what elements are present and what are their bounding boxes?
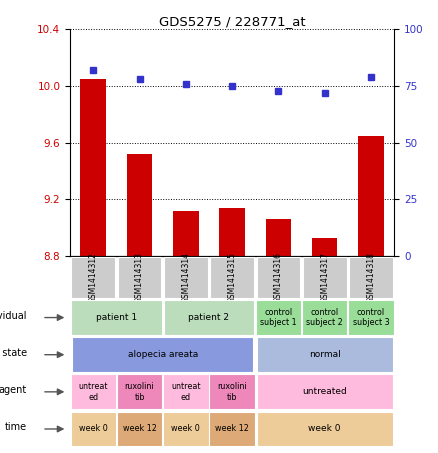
- Text: GSM1414316: GSM1414316: [274, 252, 283, 303]
- Text: ruxolini
tib: ruxolini tib: [217, 382, 247, 401]
- Text: patient 1: patient 1: [96, 313, 137, 322]
- Text: time: time: [4, 422, 27, 432]
- Text: GSM1414317: GSM1414317: [320, 252, 329, 303]
- Title: GDS5275 / 228771_at: GDS5275 / 228771_at: [159, 15, 305, 28]
- Text: patient 2: patient 2: [188, 313, 230, 322]
- Text: GSM1414313: GSM1414313: [135, 252, 144, 303]
- Text: GSM1414318: GSM1414318: [367, 252, 375, 303]
- Bar: [219, 208, 245, 256]
- Text: control
subject 2: control subject 2: [306, 308, 343, 327]
- Text: week 0: week 0: [171, 424, 200, 434]
- Bar: [81, 79, 106, 256]
- Text: untreated: untreated: [302, 387, 347, 396]
- Text: GSM1414312: GSM1414312: [89, 252, 98, 303]
- Text: alopecia areata: alopecia areata: [127, 350, 198, 359]
- Text: control
subject 3: control subject 3: [353, 308, 389, 327]
- Text: untreat
ed: untreat ed: [78, 382, 108, 401]
- Text: GSM1414314: GSM1414314: [181, 252, 191, 303]
- Text: week 12: week 12: [215, 424, 249, 434]
- Text: disease state: disease state: [0, 348, 27, 358]
- Text: GSM1414315: GSM1414315: [228, 252, 237, 303]
- Bar: [266, 219, 291, 256]
- Text: ruxolini
tib: ruxolini tib: [125, 382, 154, 401]
- Text: week 0: week 0: [79, 424, 108, 434]
- Bar: [358, 135, 384, 256]
- Text: control
subject 1: control subject 1: [260, 308, 297, 327]
- Text: normal: normal: [309, 350, 341, 359]
- Text: untreat
ed: untreat ed: [171, 382, 201, 401]
- Text: agent: agent: [0, 385, 27, 395]
- Bar: [312, 237, 337, 256]
- Text: week 12: week 12: [123, 424, 156, 434]
- Bar: [127, 154, 152, 256]
- Text: individual: individual: [0, 311, 27, 321]
- Bar: [173, 211, 198, 256]
- Text: week 0: week 0: [308, 424, 341, 434]
